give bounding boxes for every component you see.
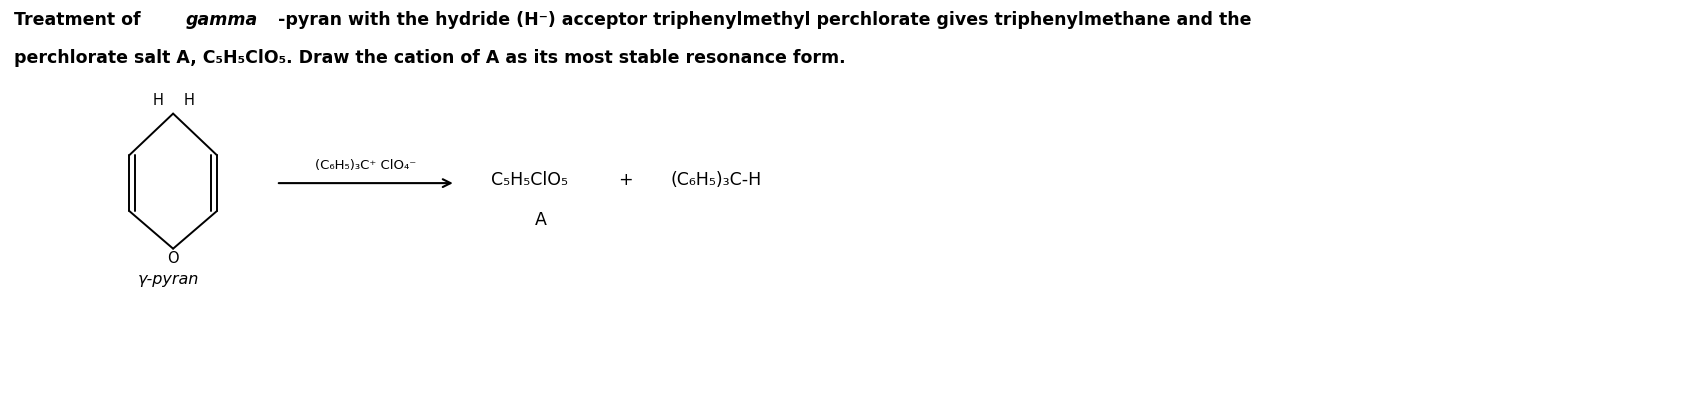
- Text: A: A: [534, 211, 546, 228]
- Text: H: H: [183, 92, 193, 107]
- Text: O: O: [168, 250, 178, 265]
- Text: Treatment of: Treatment of: [14, 11, 148, 29]
- Text: gamma: gamma: [185, 11, 258, 29]
- Text: γ-pyran: γ-pyran: [137, 271, 198, 286]
- Text: (C₆H₅)₃C⁺ ClO₄⁻: (C₆H₅)₃C⁺ ClO₄⁻: [315, 159, 417, 172]
- Text: -pyran with the hydride (H⁻) acceptor triphenylmethyl perchlorate gives tripheny: -pyran with the hydride (H⁻) acceptor tr…: [278, 11, 1252, 29]
- Text: +: +: [617, 171, 633, 189]
- Text: H: H: [153, 92, 163, 107]
- Text: C₅H₅ClO₅: C₅H₅ClO₅: [490, 171, 568, 189]
- Text: perchlorate salt A, C₅H₅ClO₅. Draw the cation of A as its most stable resonance : perchlorate salt A, C₅H₅ClO₅. Draw the c…: [14, 49, 846, 67]
- Text: (C₆H₅)₃C-H: (C₆H₅)₃C-H: [670, 171, 762, 189]
